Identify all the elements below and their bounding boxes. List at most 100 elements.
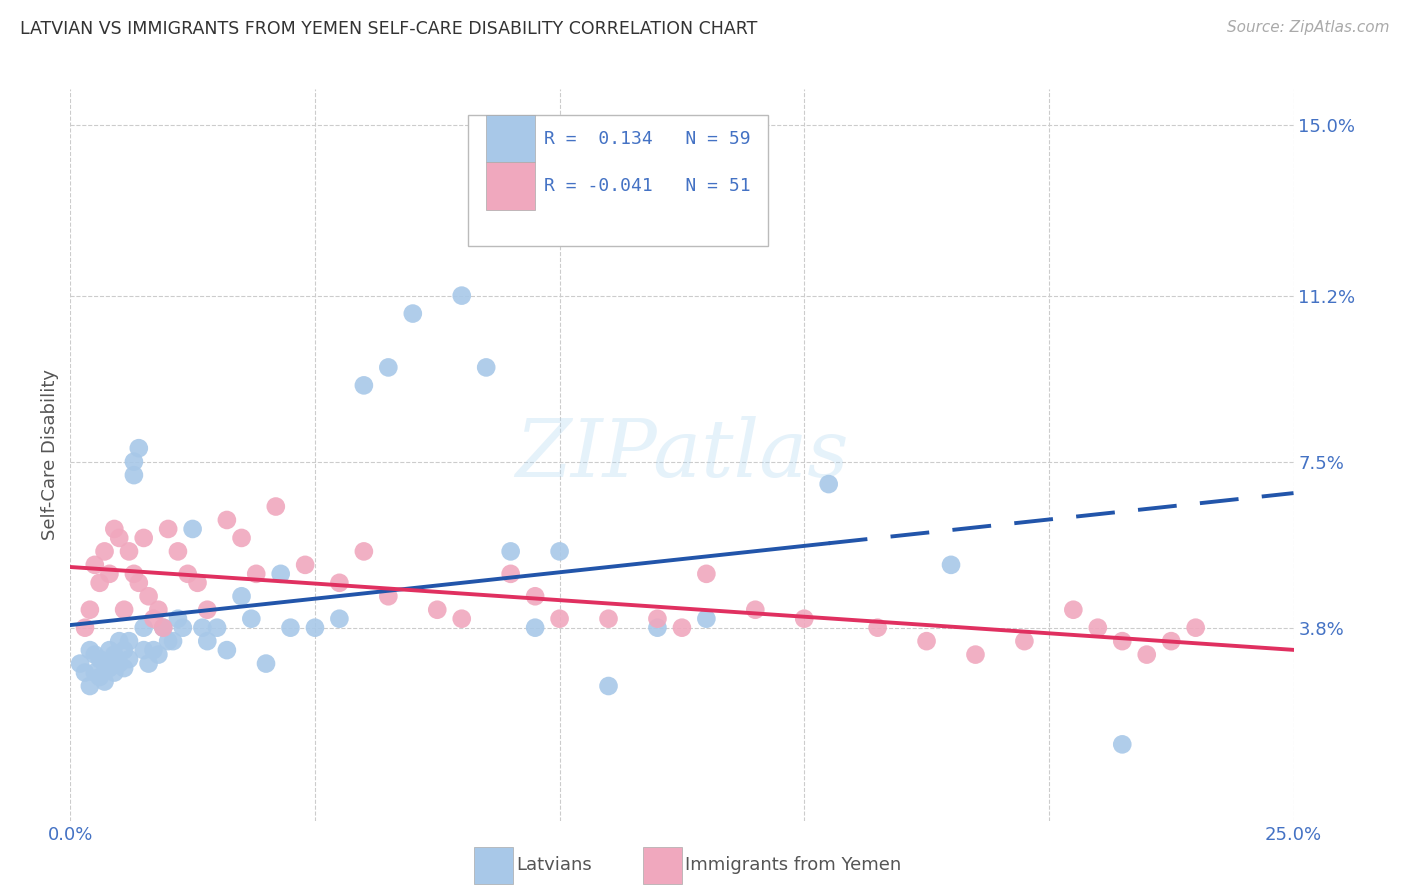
Point [122, 455, 145, 469]
Point [671, 621, 693, 635]
Point [1062, 603, 1084, 617]
Point [148, 648, 170, 662]
Point [328, 612, 350, 626]
Point [1160, 634, 1182, 648]
Point [1136, 648, 1159, 662]
Point [181, 522, 204, 536]
Point [152, 621, 174, 635]
Point [73, 621, 96, 635]
Point [167, 544, 190, 558]
Y-axis label: Self-Care Disability: Self-Care Disability [41, 369, 59, 541]
Point [128, 575, 150, 590]
Point [118, 544, 141, 558]
Point [195, 603, 218, 617]
Point [240, 612, 263, 626]
Point [254, 657, 277, 671]
Point [167, 612, 190, 626]
Text: Latvians: Latvians [516, 856, 592, 874]
Point [499, 544, 522, 558]
Point [118, 652, 141, 666]
Point [205, 621, 228, 635]
Point [450, 612, 472, 626]
Point [744, 603, 766, 617]
Point [79, 643, 101, 657]
Point [377, 360, 399, 375]
Point [186, 575, 208, 590]
Point [191, 621, 214, 635]
Point [177, 566, 200, 581]
Point [108, 531, 131, 545]
Point [231, 531, 253, 545]
Text: R =  0.134   N = 59: R = 0.134 N = 59 [544, 129, 751, 147]
Point [524, 589, 547, 603]
Point [450, 288, 472, 302]
Point [915, 634, 938, 648]
Point [138, 657, 160, 671]
Point [1111, 737, 1133, 751]
Point [98, 566, 121, 581]
Point [866, 621, 889, 635]
Point [138, 589, 160, 603]
Point [793, 612, 815, 626]
Point [83, 665, 105, 680]
Point [245, 566, 267, 581]
Point [148, 603, 170, 617]
Point [215, 643, 238, 657]
Point [647, 612, 669, 626]
Point [142, 612, 165, 626]
Point [112, 661, 135, 675]
Point [132, 531, 155, 545]
Point [280, 621, 302, 635]
Point [89, 575, 111, 590]
Point [1111, 634, 1133, 648]
Point [524, 621, 547, 635]
Point [122, 566, 145, 581]
Text: ZIPatlas: ZIPatlas [515, 417, 849, 493]
Point [598, 612, 620, 626]
Point [647, 621, 669, 635]
FancyBboxPatch shape [468, 115, 768, 246]
FancyBboxPatch shape [486, 115, 536, 162]
Point [157, 522, 180, 536]
FancyBboxPatch shape [486, 162, 536, 210]
Point [426, 603, 449, 617]
Point [499, 566, 522, 581]
Point [132, 643, 155, 657]
Point [1184, 621, 1206, 635]
Point [112, 643, 135, 657]
Point [965, 648, 987, 662]
Point [353, 544, 375, 558]
Point [93, 544, 115, 558]
Point [598, 679, 620, 693]
Point [89, 652, 111, 666]
Point [132, 621, 155, 635]
Point [142, 643, 165, 657]
Point [108, 657, 131, 671]
Point [402, 307, 425, 321]
Point [69, 657, 91, 671]
Point [128, 441, 150, 455]
Point [83, 558, 105, 572]
Point [79, 679, 101, 693]
Point [328, 575, 350, 590]
Point [475, 360, 498, 375]
Point [89, 670, 111, 684]
Point [215, 513, 238, 527]
Point [1014, 634, 1036, 648]
Point [83, 648, 105, 662]
Point [103, 522, 125, 536]
Point [548, 612, 571, 626]
Point [695, 566, 717, 581]
Point [93, 674, 115, 689]
Point [157, 634, 180, 648]
Point [118, 634, 141, 648]
Point [231, 589, 253, 603]
Point [939, 558, 962, 572]
Point [304, 621, 326, 635]
Point [172, 621, 194, 635]
Text: R = -0.041   N = 51: R = -0.041 N = 51 [544, 178, 751, 195]
Point [162, 634, 184, 648]
Point [695, 612, 717, 626]
Point [103, 648, 125, 662]
Point [294, 558, 316, 572]
